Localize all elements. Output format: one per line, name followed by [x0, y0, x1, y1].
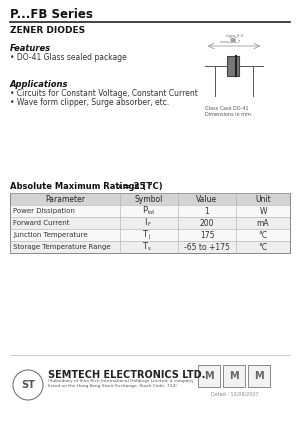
Text: -65 to +175: -65 to +175 — [184, 243, 230, 252]
Text: Value: Value — [196, 195, 218, 204]
Text: tot: tot — [148, 210, 155, 215]
Text: Glass Case DO-41: Glass Case DO-41 — [205, 106, 249, 111]
Text: max 4.0: max 4.0 — [226, 34, 244, 38]
Text: = 25 °C): = 25 °C) — [121, 182, 163, 191]
Text: Forward Current: Forward Current — [13, 220, 70, 226]
Text: M: M — [254, 371, 264, 381]
Text: T: T — [142, 241, 147, 250]
Text: Power Dissipation: Power Dissipation — [13, 208, 75, 214]
Text: F: F — [148, 222, 151, 227]
Bar — [223, 365, 245, 387]
Text: Parameter: Parameter — [45, 195, 85, 204]
Text: j: j — [148, 234, 149, 239]
Bar — [10, 205, 290, 217]
Text: P: P — [142, 206, 147, 215]
Text: A: A — [118, 185, 122, 190]
Text: M: M — [229, 371, 239, 381]
Text: (Subsidiary of Sino Rich International Holdings Limited, a company: (Subsidiary of Sino Rich International H… — [48, 379, 194, 383]
Text: Symbol: Symbol — [135, 195, 163, 204]
Text: T: T — [142, 230, 147, 238]
Text: °C: °C — [258, 243, 268, 252]
Text: Junction Temperature: Junction Temperature — [13, 232, 88, 238]
Text: 1: 1 — [205, 207, 209, 215]
Text: M: M — [204, 371, 214, 381]
Text: P...FB Series: P...FB Series — [10, 8, 93, 20]
Bar — [227, 56, 239, 76]
Text: °C: °C — [258, 230, 268, 240]
Bar — [10, 193, 290, 253]
Text: ZENER DIODES: ZENER DIODES — [10, 26, 85, 34]
Text: SEMTECH ELECTRONICS LTD.: SEMTECH ELECTRONICS LTD. — [48, 370, 206, 380]
Text: 200: 200 — [200, 218, 214, 227]
Text: Dated : 12/09/2007: Dated : 12/09/2007 — [211, 392, 259, 397]
Text: mA: mA — [257, 218, 269, 227]
Bar — [10, 217, 290, 229]
Text: Features: Features — [10, 43, 51, 53]
Text: Storage Temperature Range: Storage Temperature Range — [13, 244, 111, 250]
Bar — [10, 193, 290, 205]
Text: • DO-41 Glass sealed package: • DO-41 Glass sealed package — [10, 53, 127, 62]
Text: Absolute Maximum Ratings (T: Absolute Maximum Ratings (T — [10, 182, 152, 191]
Text: • Circuits for Constant Voltage, Constant Current: • Circuits for Constant Voltage, Constan… — [10, 88, 198, 97]
Text: Applications: Applications — [10, 79, 68, 88]
Text: s: s — [148, 246, 151, 251]
Text: • Wave form clipper, Surge absorber, etc.: • Wave form clipper, Surge absorber, etc… — [10, 97, 169, 107]
Text: 175: 175 — [200, 230, 214, 240]
Bar — [198, 365, 220, 387]
Text: Dimensions in mm: Dimensions in mm — [205, 112, 251, 117]
Text: ST: ST — [21, 380, 35, 390]
Text: max 46.7: max 46.7 — [220, 40, 240, 44]
Bar — [10, 241, 290, 253]
Text: W: W — [259, 207, 267, 215]
Text: Unit: Unit — [255, 195, 271, 204]
Bar — [10, 229, 290, 241]
Bar — [248, 365, 270, 387]
Text: I: I — [145, 218, 147, 227]
Text: listed on the Hong Kong Stock Exchange, Stock Code: 724): listed on the Hong Kong Stock Exchange, … — [48, 384, 177, 388]
